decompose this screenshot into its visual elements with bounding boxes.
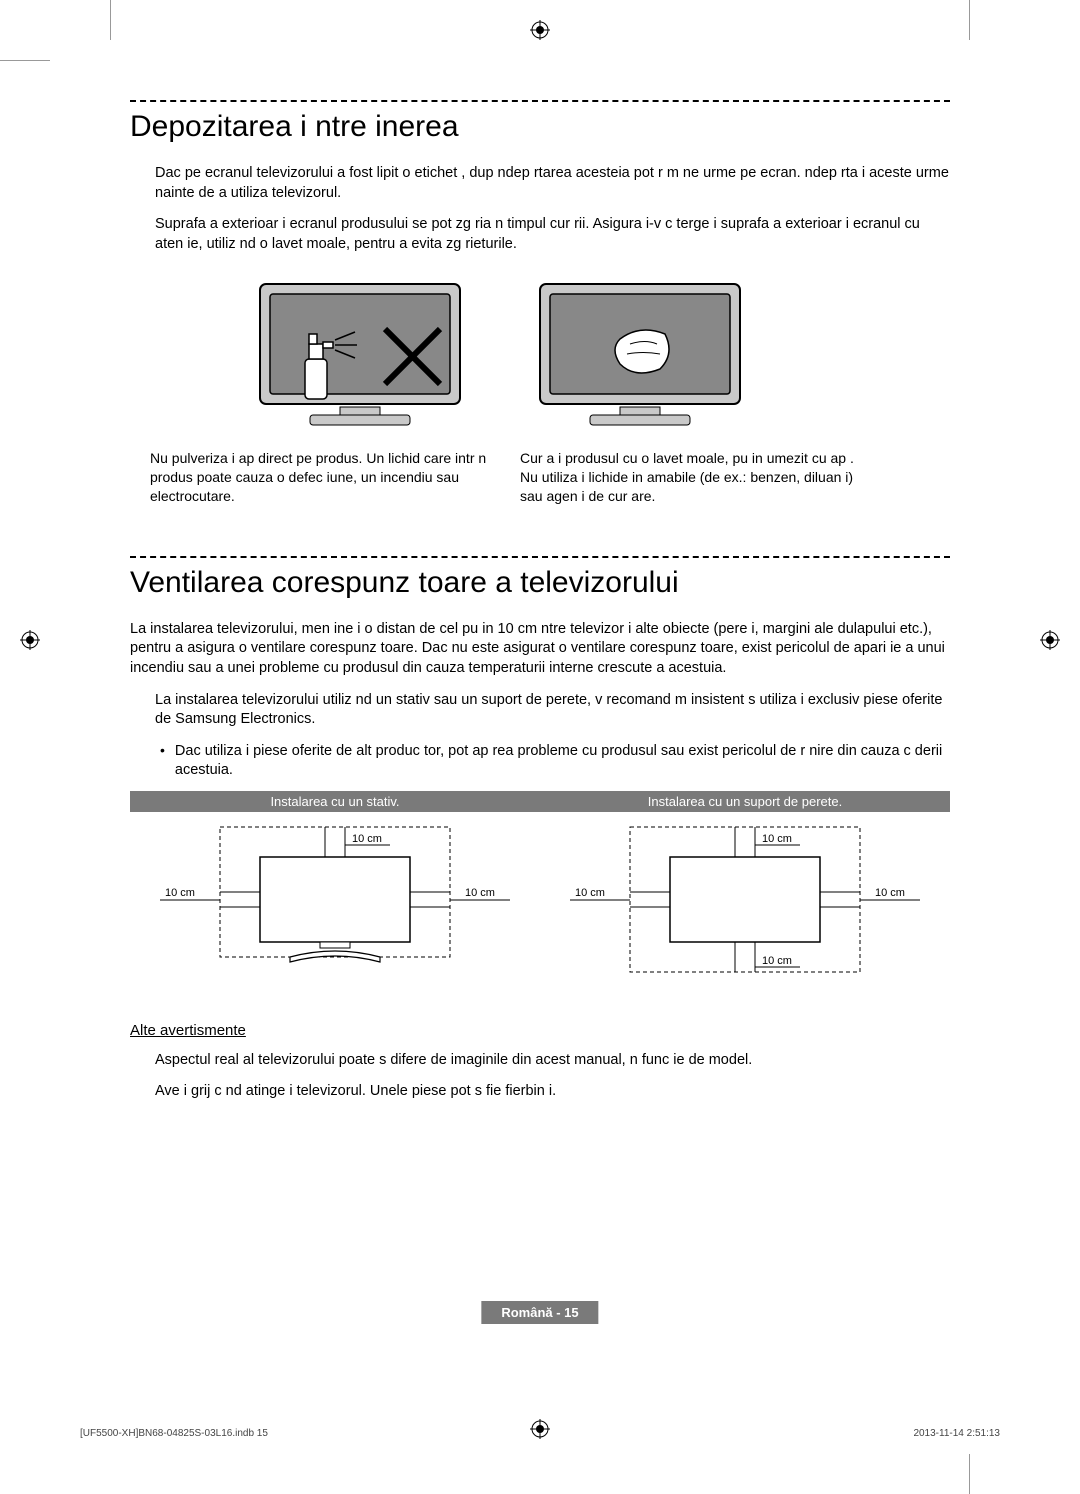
- dimension-label: 10 cm: [575, 887, 605, 899]
- page-content: Depozitarea i ntre inerea Dac pe ecranul…: [130, 100, 950, 1114]
- dimension-label: 10 cm: [762, 955, 792, 967]
- bullet-item: • Dac utiliza i piese oferite de alt pro…: [160, 742, 950, 781]
- caption-right: Cur a i produsul cu o lavet moale, pu in…: [520, 449, 860, 506]
- paragraph: Suprafa a exterioar i ecranul produsului…: [155, 215, 950, 254]
- tv-spray-wrong-icon: [240, 274, 480, 429]
- crop-mark: [0, 60, 50, 61]
- print-timestamp: 2013-11-14 2:51:13: [913, 1428, 1000, 1439]
- crop-mark: [969, 0, 970, 40]
- file-info: [UF5500-XH]BN68-04825S-03L16.indb 15: [80, 1428, 268, 1439]
- page-number-footer: Română - 15: [481, 1301, 598, 1324]
- dimension-label: 10 cm: [165, 887, 195, 899]
- dimension-label: 10 cm: [465, 887, 495, 899]
- bullet-icon: •: [160, 742, 165, 781]
- caption-left: Nu pulveriza i ap direct pe produs. Un l…: [150, 449, 490, 506]
- paragraph: La instalarea televizorului, men ine i o…: [130, 620, 950, 679]
- registration-mark-icon: [1040, 630, 1060, 655]
- paragraph: La instalarea televizorului utiliz nd un…: [155, 691, 950, 730]
- crop-mark: [110, 0, 111, 40]
- dimension-label: 10 cm: [352, 833, 382, 845]
- subsection-heading: Alte avertismente: [130, 1022, 950, 1039]
- registration-mark-icon: [530, 20, 550, 45]
- dimension-label: 10 cm: [762, 833, 792, 845]
- section-divider: [130, 556, 950, 558]
- installation-diagrams: Instalarea cu un stativ. 10 cm: [130, 791, 950, 992]
- registration-mark-icon: [20, 630, 40, 655]
- section-title: Depozitarea i ntre inerea: [130, 110, 950, 144]
- crop-mark: [969, 1454, 970, 1494]
- print-metadata: [UF5500-XH]BN68-04825S-03L16.indb 15 201…: [80, 1428, 1000, 1439]
- bullet-text: Dac utiliza i piese oferite de alt produ…: [175, 742, 950, 781]
- wall-install-diagram: 10 cm 10 cm 10 cm: [540, 812, 950, 992]
- paragraph: Aspectul real al televizorului poate s d…: [155, 1051, 950, 1071]
- stand-install-diagram: 10 cm 10 cm 10 cm: [130, 812, 540, 992]
- install-header-stand: Instalarea cu un stativ.: [130, 791, 540, 812]
- install-header-wall: Instalarea cu un suport de perete.: [540, 791, 950, 812]
- paragraph: Dac pe ecranul televizorului a fost lipi…: [155, 164, 950, 203]
- dimension-label: 10 cm: [875, 887, 905, 899]
- paragraph: Ave i grij c nd atinge i televizorul. Un…: [155, 1082, 950, 1102]
- section-divider: [130, 100, 950, 102]
- tv-cloth-correct-icon: [520, 274, 760, 429]
- illustration-captions: Nu pulveriza i ap direct pe produs. Un l…: [150, 449, 950, 506]
- cleaning-illustrations: [240, 274, 950, 429]
- section-title: Ventilarea corespunz toare a televizorul…: [130, 566, 950, 600]
